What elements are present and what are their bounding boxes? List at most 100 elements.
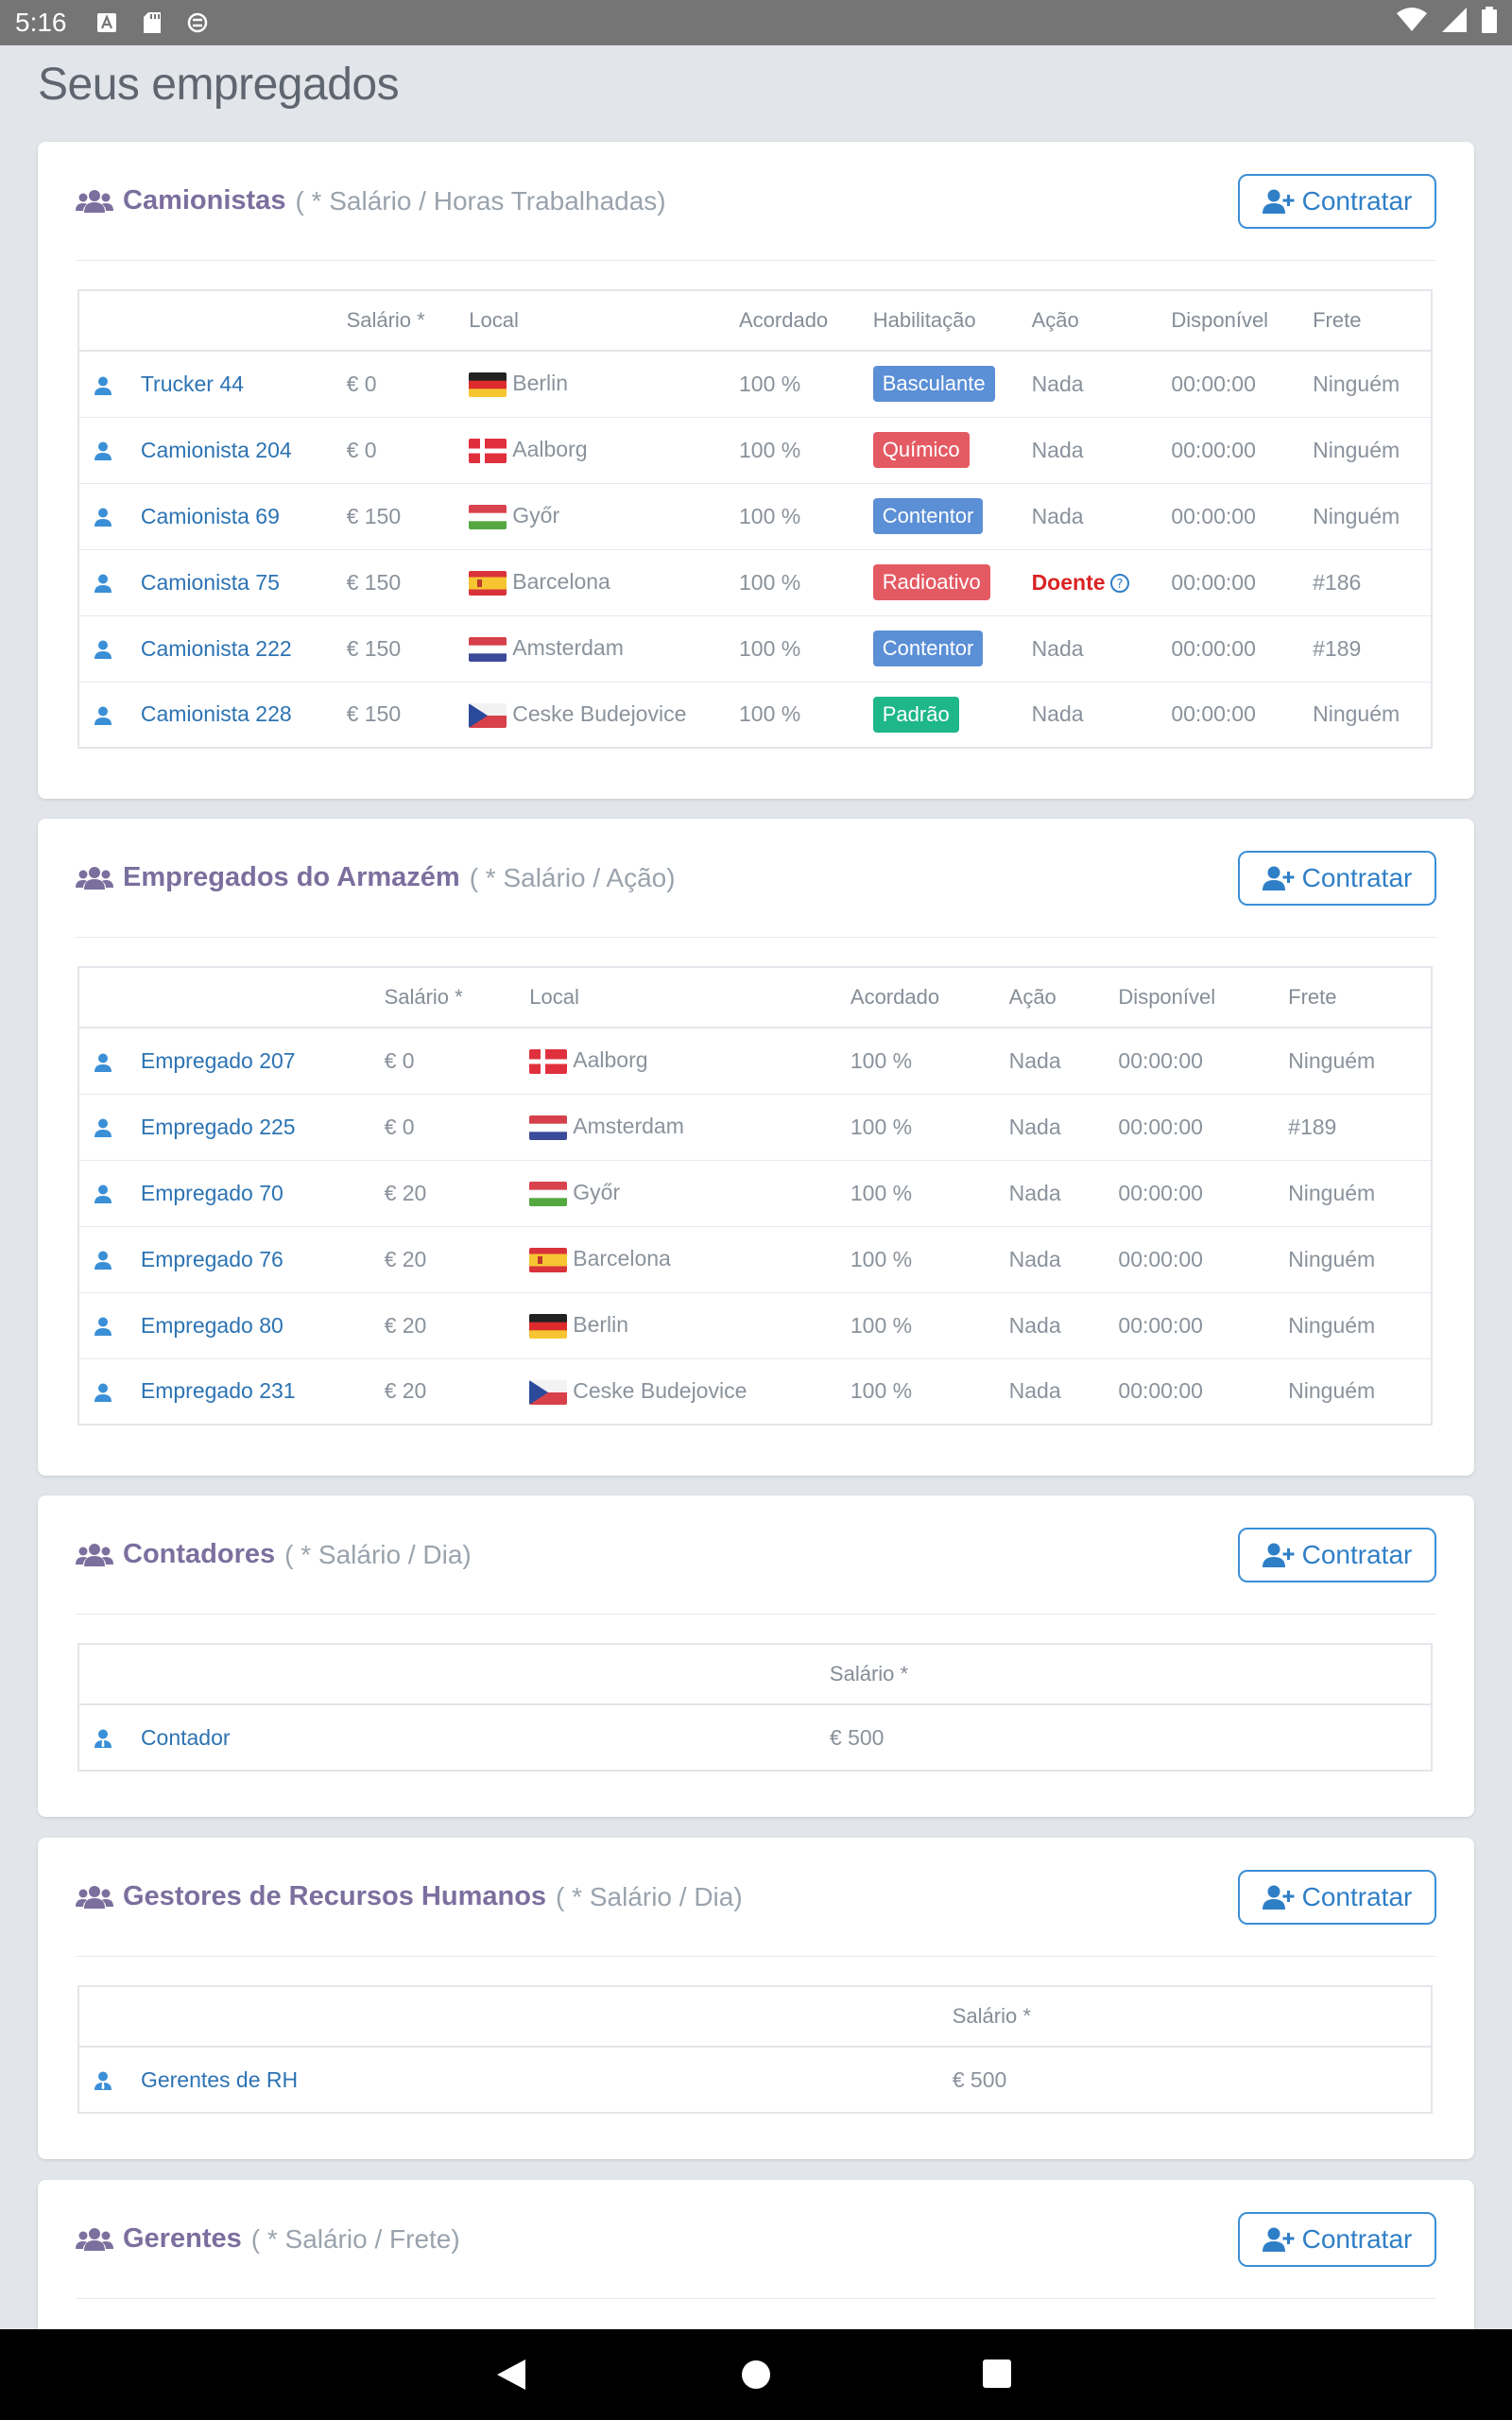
salary-cell: € 0 bbox=[346, 417, 470, 484]
table-row[interactable]: Empregado 70 € 20 Győr 100 % Nada 00:00:00 Nin… bbox=[78, 1160, 1432, 1227]
hire-button-label: Contratar bbox=[1301, 185, 1413, 216]
hire-button-label: Contratar bbox=[1301, 1539, 1413, 1569]
employee-name-link[interactable]: Empregado 207 bbox=[140, 1047, 296, 1073]
employee-name-link[interactable]: Camionista 75 bbox=[140, 569, 280, 595]
freight-cell: Ninguém bbox=[1288, 1292, 1432, 1359]
employee-name-link[interactable]: Contador bbox=[140, 1724, 231, 1750]
freight-cell: Ninguém bbox=[1288, 1226, 1432, 1293]
warehouse-card: Empregados do Armazém ( * Salário / Ação… bbox=[38, 819, 1474, 1476]
location-label: Amsterdam bbox=[573, 1114, 684, 1139]
employee-name-link[interactable]: Gerentes de RH bbox=[140, 2066, 299, 2092]
user-plus-icon bbox=[1263, 1543, 1295, 1567]
table-row[interactable]: Camionista 69 € 150 Győr 100 % Contentor Nada… bbox=[78, 483, 1432, 550]
table-row[interactable]: Empregado 80 € 20 Berlin 100 % Nada 00:00:00 N… bbox=[78, 1292, 1432, 1359]
table-row[interactable]: Camionista 75 € 150 Barcelona 100 % Radioati… bbox=[78, 549, 1432, 616]
flag-hungary-icon bbox=[529, 1182, 567, 1206]
salary-cell: € 20 bbox=[384, 1292, 530, 1359]
employee-name-link[interactable]: Empregado 70 bbox=[140, 1180, 284, 1205]
truckers-table: Salário * Local Acordado Habilitação Açã… bbox=[77, 289, 1433, 749]
table-header-row: Salário * Local Acordado Habilitação Açã… bbox=[78, 290, 1432, 352]
home-icon[interactable] bbox=[741, 2360, 771, 2390]
table-row[interactable]: Empregado 231 € 20 Ceske Budejovice 100 % Na… bbox=[78, 1358, 1432, 1425]
available-cell: 00:00:00 bbox=[1118, 1094, 1289, 1161]
salary-cell: € 20 bbox=[384, 1160, 530, 1227]
table-row[interactable]: Contador € 500 bbox=[78, 1704, 1432, 1771]
hire-accountant-button[interactable]: Contratar bbox=[1238, 1527, 1436, 1582]
location-label: Ceske Budejovice bbox=[512, 700, 687, 726]
column-header[interactable]: Salário * bbox=[829, 1644, 1432, 1705]
help-circle-icon[interactable]: ? bbox=[1109, 573, 1130, 594]
employee-name-link[interactable]: Empregado 225 bbox=[140, 1114, 296, 1139]
location-cell: Berlin bbox=[529, 1292, 850, 1359]
action-cell: Nada bbox=[1008, 1028, 1119, 1095]
table-row[interactable]: Trucker 44 € 0 Berlin 100 % Basculante Nada 00… bbox=[78, 351, 1432, 418]
agreed-cell: 100 % bbox=[738, 483, 873, 550]
agreed-cell: 100 % bbox=[850, 1226, 1009, 1293]
column-header[interactable]: Acordado bbox=[738, 290, 873, 352]
user-icon bbox=[94, 1251, 112, 1270]
table-row[interactable]: Camionista 228 € 150 Ceske Budejovice 100 %… bbox=[78, 682, 1432, 748]
flag-hungary-icon bbox=[469, 505, 507, 529]
table-header-row: Salário * Local Acordado Ação Disponível… bbox=[78, 967, 1432, 1028]
column-header[interactable]: Salário * bbox=[346, 290, 470, 352]
column-header[interactable]: Frete bbox=[1313, 290, 1432, 352]
employee-name-link[interactable]: Empregado 231 bbox=[140, 1378, 296, 1404]
warehouse-table: Salário * Local Acordado Ação Disponível… bbox=[77, 966, 1433, 1426]
license-cell: Basculante bbox=[872, 351, 1032, 418]
section-subtitle: ( * Salário / Dia) bbox=[284, 1539, 472, 1569]
employee-name-link[interactable]: Camionista 69 bbox=[140, 503, 280, 528]
column-header[interactable]: Salário * bbox=[952, 1986, 1432, 2048]
employee-name-link[interactable]: Camionista 222 bbox=[140, 635, 292, 661]
location-cell: Győr bbox=[529, 1160, 850, 1227]
user-icon bbox=[94, 574, 112, 593]
table-row[interactable]: Camionista 204 € 0 Aalborg 100 % Químico Nada… bbox=[78, 417, 1432, 484]
table-row[interactable]: Empregado 76 € 20 Barcelona 100 % Nada 00:00:… bbox=[78, 1226, 1432, 1293]
column-header[interactable]: Local bbox=[469, 290, 739, 352]
table-row[interactable]: Gerentes de RH € 500 bbox=[78, 2047, 1432, 2113]
section-subtitle: ( * Salário / Frete) bbox=[250, 2223, 460, 2254]
hire-button-label: Contratar bbox=[1301, 1881, 1413, 1911]
agreed-cell: 100 % bbox=[738, 701, 801, 727]
hr-table: Salário * Gerentes de RH € 500 bbox=[77, 1985, 1433, 2114]
users-group-icon bbox=[76, 188, 113, 215]
available-cell: 00:00:00 bbox=[1118, 1160, 1289, 1227]
column-header[interactable]: Ação bbox=[1031, 290, 1172, 352]
hire-trucker-button[interactable]: Contratar bbox=[1238, 173, 1436, 229]
employee-name-link[interactable]: Trucker 44 bbox=[140, 371, 244, 396]
column-header[interactable]: Disponível bbox=[1118, 967, 1289, 1028]
column-header[interactable]: Acordado bbox=[850, 967, 1009, 1028]
available-cell: 00:00:00 bbox=[1118, 1292, 1289, 1359]
flag-spain-icon bbox=[529, 1248, 567, 1272]
column-header[interactable]: Ação bbox=[1008, 967, 1119, 1028]
user-icon bbox=[94, 1118, 112, 1137]
table-row[interactable]: Empregado 225 € 0 Amsterdam 100 % Nada 00:00:… bbox=[78, 1094, 1432, 1161]
column-header[interactable]: Habilitação bbox=[872, 290, 1032, 352]
employee-name-link[interactable]: Camionista 228 bbox=[140, 701, 292, 727]
hire-manager-button[interactable]: Contratar bbox=[1238, 2211, 1436, 2267]
action-status: Nada bbox=[1031, 371, 1084, 396]
flag-denmark-icon bbox=[529, 1049, 567, 1074]
column-header[interactable]: Salário * bbox=[384, 967, 530, 1028]
column-header[interactable]: Local bbox=[529, 967, 850, 1028]
table-row[interactable]: Camionista 222 € 150 Amsterdam 100 % Content… bbox=[78, 615, 1432, 683]
freight-cell: Ninguém bbox=[1288, 1378, 1376, 1404]
table-row[interactable]: Empregado 207 € 0 Aalborg 100 % Nada 00:00:00… bbox=[78, 1028, 1432, 1095]
employee-name-link[interactable]: Empregado 80 bbox=[140, 1312, 284, 1338]
column-header[interactable]: Disponível bbox=[1171, 290, 1314, 352]
table-header-row: Salário * bbox=[78, 1644, 1432, 1705]
employee-name-link[interactable]: Camionista 204 bbox=[140, 437, 292, 462]
salary-cell: € 20 bbox=[384, 1226, 530, 1293]
employee-name-link[interactable]: Empregado 76 bbox=[140, 1246, 284, 1271]
hire-hr-button[interactable]: Contratar bbox=[1238, 1869, 1436, 1925]
section-title: Camionistas bbox=[123, 185, 286, 216]
back-icon[interactable] bbox=[495, 2358, 527, 2392]
freight-cell: #189 bbox=[1288, 1094, 1432, 1161]
battery-icon bbox=[1482, 6, 1497, 40]
column-header[interactable]: Frete bbox=[1288, 967, 1432, 1028]
salary-cell: € 20 bbox=[384, 1378, 427, 1404]
hire-warehouse-button[interactable]: Contratar bbox=[1238, 850, 1436, 906]
sd-card-icon bbox=[141, 11, 163, 34]
recents-icon[interactable] bbox=[983, 2360, 1011, 2388]
flag-netherlands-icon bbox=[469, 637, 507, 662]
accountants-card: Contadores ( * Salário / Dia) Contratar … bbox=[38, 1495, 1474, 1817]
